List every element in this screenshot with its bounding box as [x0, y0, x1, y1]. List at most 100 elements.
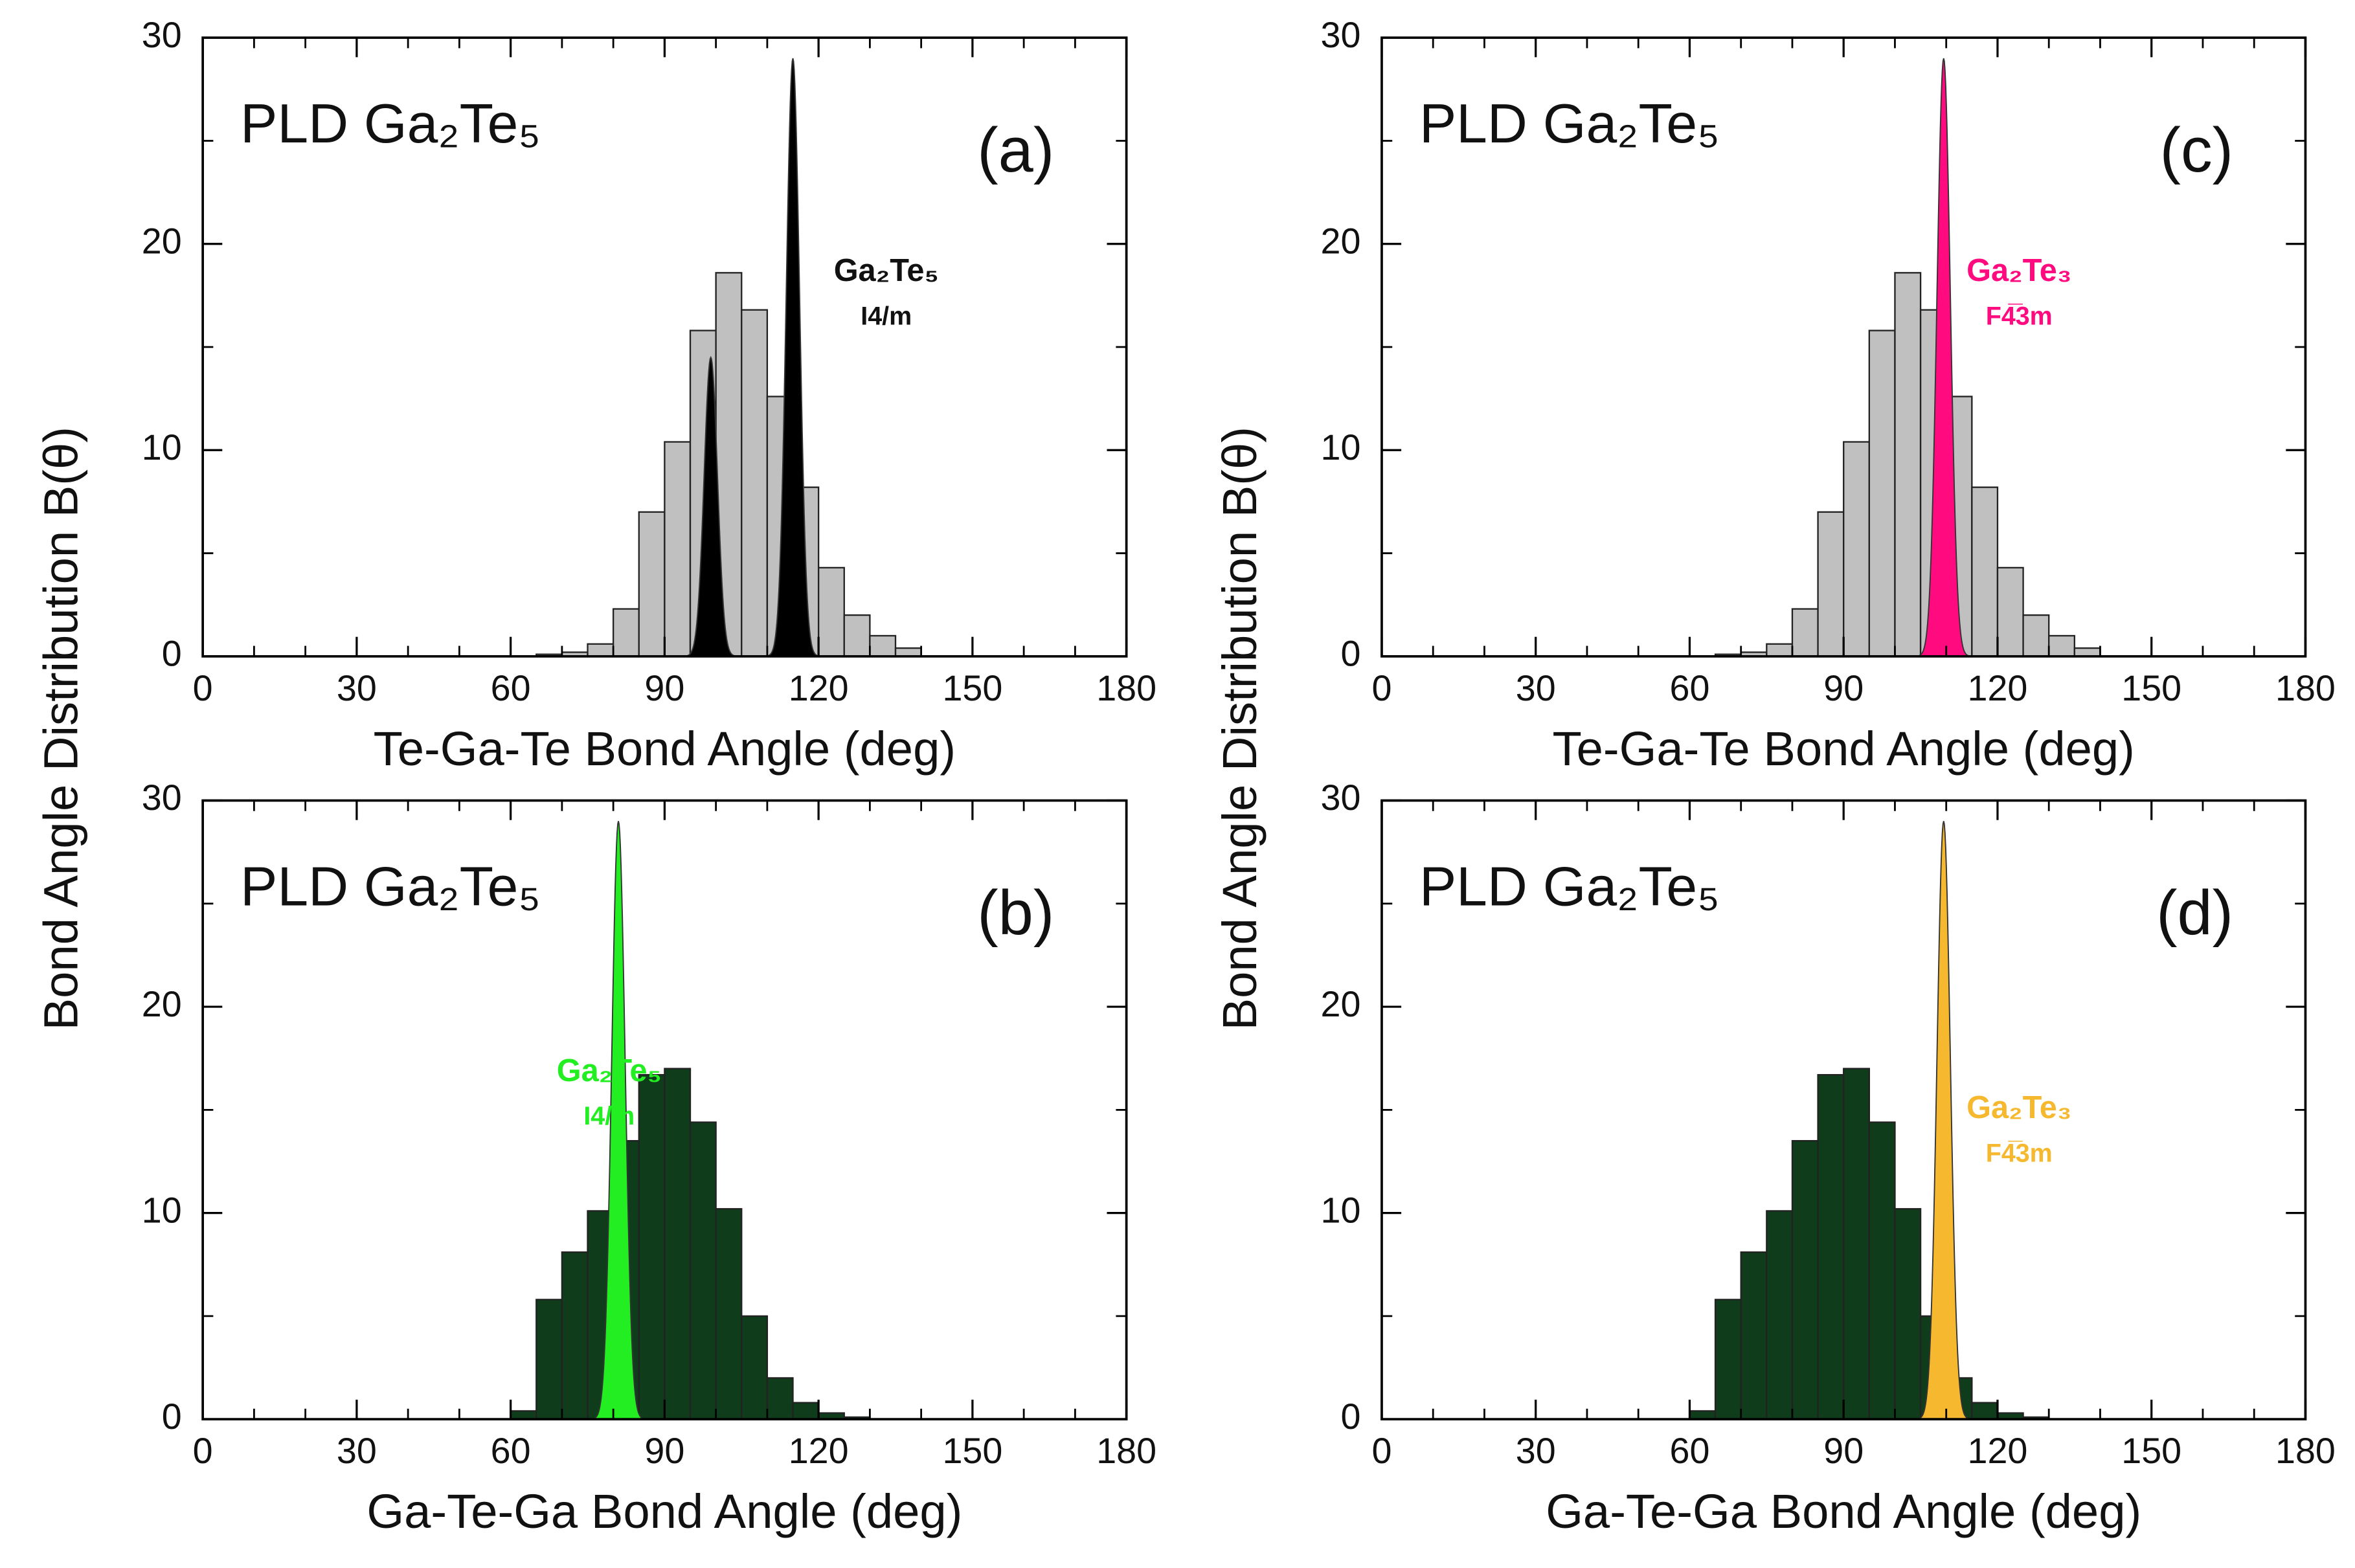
panel: 0 30 60 90 120 150 180 0 10 20 30 Te-Ga-Te Bond Ang…: [1213, 15, 2336, 1030]
y-tick-label: 30: [142, 778, 182, 818]
y-axis-title: Bond Angle Distribution B(θ): [1213, 427, 1267, 1030]
x-tick-label: 180: [2275, 668, 2336, 708]
peak-annotation: F4̅3m: [1986, 1139, 2053, 1167]
hist-bar: [869, 634, 897, 658]
x-axis-title: Te-Ga-Te Bond Angle (deg): [374, 722, 956, 776]
x-tick-label: 150: [942, 1431, 1002, 1471]
hist-bar: [1714, 1299, 1742, 1420]
x-tick-label: 150: [942, 668, 1002, 708]
sample-label: PLD Ga₂Te₅: [1419, 855, 1720, 917]
hist-bar: [741, 1315, 769, 1420]
panel-label: (b): [977, 877, 1054, 948]
x-tick-label: 60: [1669, 1431, 1709, 1471]
x-tick-label: 30: [1516, 668, 1556, 708]
x-tick-label: 0: [193, 1431, 213, 1471]
hist-bar: [894, 647, 922, 658]
hist-bar: [1996, 566, 2024, 658]
peak: [1917, 821, 1971, 1420]
peak: [684, 355, 738, 657]
x-axis-title: Ga-Te-Ga Bond Angle (deg): [1546, 1484, 2141, 1538]
peak: [766, 58, 820, 657]
hist-bar: [587, 643, 614, 658]
y-tick-label: 0: [1341, 634, 1361, 674]
sample-label: PLD Ga₂Te₅: [1419, 93, 1720, 155]
panel-label: (c): [2160, 115, 2234, 185]
x-tick-label: 180: [1096, 668, 1156, 708]
hist-bar: [2048, 634, 2075, 658]
y-tick-label: 10: [142, 1190, 182, 1230]
x-tick-label: 120: [1968, 668, 2028, 708]
hist-bar: [1868, 330, 1896, 658]
sample-label: PLD Ga₂Te₅: [240, 93, 541, 155]
y-tick-label: 0: [1341, 1396, 1361, 1437]
y-tick-label: 30: [142, 15, 182, 55]
hist-bar: [1817, 1074, 1845, 1420]
hist-bar: [817, 566, 845, 658]
x-tick-label: 180: [1096, 1431, 1156, 1471]
hist-bar: [664, 1068, 692, 1420]
hist-bar: [561, 1251, 589, 1420]
y-tick-label: 10: [1321, 427, 1361, 467]
y-tick-label: 20: [142, 221, 182, 261]
x-tick-label: 0: [1371, 668, 1392, 708]
hist-bar: [1971, 486, 1999, 658]
hist-bar: [715, 1208, 743, 1420]
x-tick-label: 60: [491, 1431, 531, 1471]
y-tick-label: 20: [1321, 221, 1361, 261]
panel-label: (d): [2156, 877, 2233, 948]
x-tick-label: 120: [1968, 1431, 2028, 1471]
y-tick-label: 20: [142, 984, 182, 1024]
hist-bar: [1894, 1208, 1922, 1420]
sample-label: PLD Ga₂Te₅: [240, 855, 541, 917]
x-tick-label: 90: [1823, 668, 1864, 708]
y-tick-label: 20: [1321, 984, 1361, 1024]
hist-bar: [535, 1299, 563, 1420]
hist-bar: [1971, 1402, 1999, 1420]
y-tick-label: 30: [1321, 15, 1361, 55]
y-tick-label: 0: [162, 634, 182, 674]
hist-bar: [612, 608, 640, 658]
x-tick-label: 0: [1371, 1431, 1392, 1471]
y-axis-title: Bond Angle Distribution B(θ): [34, 427, 87, 1030]
peak: [1917, 58, 1971, 657]
hist-bar: [741, 309, 769, 658]
y-tick-label: 10: [1321, 1190, 1361, 1230]
peak-annotation: Ga₂Te₃: [1966, 1090, 2071, 1125]
y-tick-label: 0: [162, 1396, 182, 1437]
peak-annotation: Ga₂Te₅: [834, 253, 939, 288]
hist-bar: [843, 614, 871, 658]
x-tick-label: 90: [644, 1431, 684, 1471]
x-tick-label: 0: [193, 668, 213, 708]
x-tick-label: 60: [491, 668, 531, 708]
x-axis-title: Te-Ga-Te Bond Angle (deg): [1553, 722, 2135, 776]
x-tick-label: 120: [789, 1431, 849, 1471]
x-tick-label: 120: [789, 668, 849, 708]
x-tick-label: 30: [1516, 1431, 1556, 1471]
x-tick-label: 90: [1823, 1431, 1864, 1471]
panel: 0 30 60 90 120 150 180 0 10 20 30 Ga-Te-Ga Bond Ang…: [1321, 778, 2336, 1538]
x-tick-label: 150: [2121, 1431, 2181, 1471]
hist-bar: [1791, 608, 1819, 658]
hist-bar: [689, 1121, 717, 1420]
hist-bar: [2022, 614, 2050, 658]
hist-bar: [510, 1410, 537, 1420]
hist-bar: [1843, 1068, 1870, 1420]
hist-bar: [1740, 1251, 1768, 1420]
x-axis-title: Ga-Te-Ga Bond Angle (deg): [366, 1484, 962, 1538]
hist-bar: [1843, 441, 1870, 658]
hist-bar: [792, 1402, 820, 1420]
x-tick-label: 90: [644, 668, 684, 708]
hist-bar: [638, 1074, 666, 1420]
x-tick-label: 30: [337, 668, 377, 708]
x-tick-label: 150: [2121, 668, 2181, 708]
hist-bar: [1766, 643, 1794, 658]
y-tick-label: 30: [1321, 778, 1361, 818]
hist-bar: [766, 1377, 794, 1420]
hist-bar: [2073, 647, 2101, 658]
panel: 0 30 60 90 120 150 180 0 10 20 30 Ga-Te-Ga Bond Ang…: [142, 778, 1156, 1538]
hist-bar: [1894, 272, 1922, 658]
peak-annotation: I4/m: [583, 1102, 635, 1130]
hist-bar: [1791, 1139, 1819, 1420]
